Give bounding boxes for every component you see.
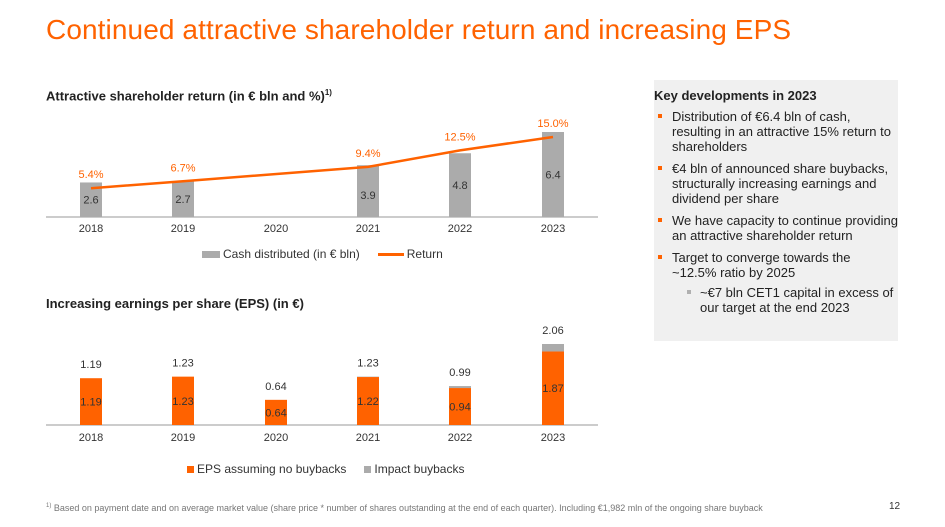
footnote-text: Based on payment date and on average mar… — [53, 503, 763, 513]
bullet-square-icon — [658, 218, 662, 222]
panel-sub-bullet: ~€7 bln CET1 capital in excess of our ta… — [654, 285, 898, 315]
sub-bullet-square-icon — [687, 290, 691, 294]
panel-bullet: €4 bln of announced share buybacks, stru… — [654, 161, 898, 206]
x-tick-label: 2022 — [448, 223, 472, 235]
x-tick-label: 2022 — [448, 432, 472, 444]
eps-total-label: 1.19 — [80, 359, 101, 371]
return-label: 12.5% — [444, 131, 475, 143]
key-developments-panel: Key developments in 2023 Distribution of… — [654, 80, 898, 341]
cash-bar — [542, 132, 564, 217]
panel-bullet: Distribution of €6.4 bln of cash, result… — [654, 109, 898, 154]
x-tick-label: 2019 — [171, 223, 195, 235]
panel-bullet-text: Target to converge towards the ~12.5% ra… — [672, 250, 851, 280]
chart1-heading: Attractive shareholder return (in € bln … — [46, 88, 332, 103]
cash-bar-label: 3.9 — [360, 190, 375, 202]
x-tick-label: 2023 — [541, 223, 565, 235]
x-tick-label: 2020 — [264, 223, 288, 235]
chart2-legend: EPS assuming no buybacks Impact buybacks — [187, 462, 464, 476]
cash-bar-label: 6.4 — [545, 170, 560, 182]
chart1-heading-note: 1) — [324, 88, 332, 97]
legend-eps: EPS assuming no buybacks — [187, 462, 346, 476]
eps-bar-label: 1.87 — [542, 383, 563, 395]
x-tick-label: 2019 — [171, 432, 195, 444]
impact-buyback-bar — [542, 344, 564, 352]
legend-eps-label: EPS assuming no buybacks — [197, 462, 347, 476]
cash-bar-label: 4.8 — [452, 180, 467, 192]
eps-bar — [449, 388, 471, 425]
return-label: 9.4% — [355, 148, 380, 160]
legend-impact-swatch — [364, 465, 372, 473]
panel-bullet: Target to converge towards the ~12.5% ra… — [654, 250, 898, 280]
impact-buyback-bar — [449, 386, 471, 389]
chart2-heading: Increasing earnings per share (EPS) (in … — [46, 296, 304, 311]
legend-return: Return — [377, 247, 443, 261]
legend-cash-label: Cash distributed (in € bln) — [223, 247, 360, 261]
eps-bar-label: 1.19 — [80, 397, 101, 409]
eps-bar-label: 1.22 — [357, 396, 378, 408]
panel-bullet-text: €4 bln of announced share buybacks, stru… — [672, 161, 889, 206]
x-tick-label: 2021 — [356, 432, 380, 444]
panel-sub-bullet-text: ~€7 bln CET1 capital in excess of our ta… — [700, 285, 894, 315]
page-number: 12 — [889, 501, 901, 512]
cash-bar — [80, 182, 102, 217]
x-tick-label: 2018 — [79, 223, 103, 235]
bullet-square-icon — [658, 166, 662, 170]
eps-total-label: 2.06 — [542, 325, 563, 337]
eps-bar — [172, 376, 194, 425]
slide-title: Continued attractive shareholder return … — [46, 14, 792, 45]
bullet-square-icon — [658, 114, 662, 118]
legend-return-label: Return — [406, 247, 443, 261]
return-label: 6.7% — [170, 162, 195, 174]
footnote-marker: 1) — [46, 503, 52, 509]
cash-bar — [449, 153, 471, 217]
eps-bar — [357, 377, 379, 425]
eps-bar — [542, 351, 564, 425]
eps-total-label: 1.23 — [172, 358, 193, 370]
eps-total-label: 0.64 — [265, 381, 286, 393]
eps-bar — [265, 399, 287, 425]
x-tick-label: 2023 — [541, 432, 565, 444]
panel-bullet-text: Distribution of €6.4 bln of cash, result… — [672, 109, 891, 154]
eps-bar — [80, 378, 102, 425]
panel-bullet-text: We have capacity to continue providing a… — [672, 213, 898, 243]
panel-title: Key developments in 2023 — [654, 88, 817, 103]
bullet-square-icon — [658, 255, 662, 259]
x-tick-label: 2020 — [264, 432, 288, 444]
eps-total-label: 0.99 — [449, 367, 470, 379]
cash-bar — [172, 181, 194, 217]
cash-bar-label: 2.7 — [175, 194, 190, 206]
panel-bullet: We have capacity to continue providing a… — [654, 213, 898, 243]
eps-bar-label: 1.23 — [172, 396, 193, 408]
legend-impact: Impact buybacks — [364, 462, 464, 476]
return-label: 15.0% — [537, 118, 568, 130]
legend-bar-swatch — [202, 250, 220, 258]
legend-cash-distributed: Cash distributed (in € bln) — [202, 247, 360, 261]
legend-impact-label: Impact buybacks — [374, 462, 465, 476]
eps-bar-label: 0.64 — [265, 407, 286, 419]
return-label: 5.4% — [78, 169, 103, 181]
return-line — [90, 135, 554, 190]
chart1-heading-text: Attractive shareholder return (in € bln … — [46, 88, 325, 104]
eps-bar-label: 0.94 — [449, 402, 470, 414]
legend-eps-swatch — [187, 465, 194, 473]
chart1-legend: Cash distributed (in € bln) Return — [202, 247, 443, 261]
cash-bar-label: 2.6 — [83, 195, 98, 207]
x-tick-label: 2018 — [79, 432, 103, 444]
x-tick-label: 2021 — [356, 223, 380, 235]
eps-total-label: 1.23 — [357, 358, 378, 370]
panel-bullet-list: Distribution of €6.4 bln of cash, result… — [654, 109, 898, 315]
legend-line-swatch — [377, 252, 404, 256]
cash-bar — [357, 165, 379, 217]
footnote: 1) Based on payment date and on average … — [46, 503, 763, 513]
